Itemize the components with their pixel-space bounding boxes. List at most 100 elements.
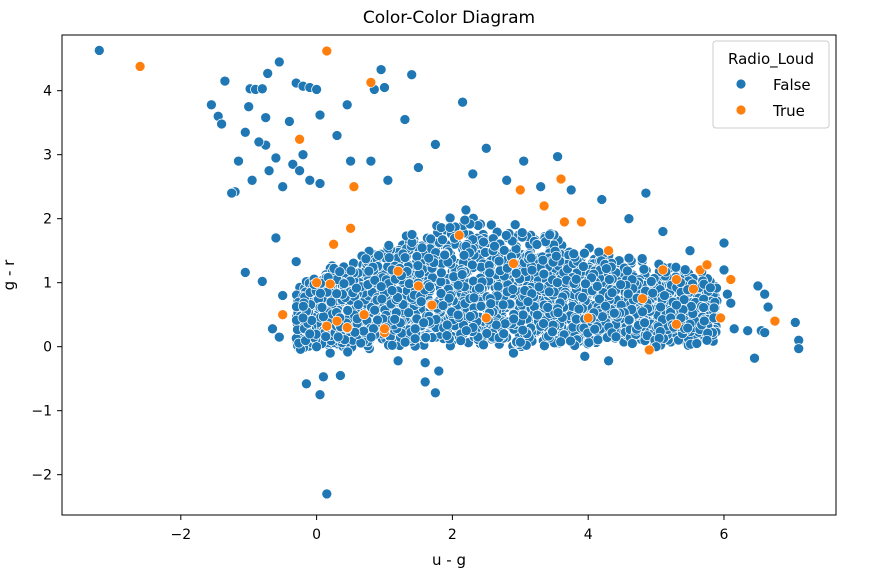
scatter-point-false	[622, 288, 634, 300]
scatter-point-false	[399, 336, 411, 348]
scatter-point-false	[389, 313, 401, 325]
scatter-point-false	[441, 319, 453, 331]
scatter-point-false	[342, 346, 354, 358]
scatter-point-false	[345, 155, 356, 167]
scatter-point-false	[468, 292, 480, 304]
scatter-point-false	[623, 314, 635, 326]
scatter-point-false	[437, 234, 448, 246]
plot-frame	[61, 34, 837, 516]
scatter-point-true	[328, 238, 339, 250]
scatter-point-false	[759, 327, 771, 338]
scatter-point-false	[637, 306, 648, 318]
scatter-point-false	[615, 279, 627, 290]
scatter-point-false	[403, 307, 414, 319]
scatter-point-false	[489, 240, 500, 252]
scatter-point-false	[331, 288, 343, 300]
scatter-point-false	[412, 260, 424, 271]
scatter-point-false	[425, 233, 437, 245]
scatter-point-false	[481, 328, 493, 339]
scatter-point-false	[498, 245, 510, 256]
scatter-point-false	[379, 82, 390, 93]
scatter-point-false	[517, 309, 529, 321]
scatter-point-false	[219, 75, 231, 87]
scatter-point-true	[643, 344, 655, 356]
scatter-point-false	[399, 114, 411, 125]
scatter-point-false	[728, 323, 740, 335]
scatter-point-false	[452, 309, 464, 321]
scatter-point-false	[565, 184, 577, 196]
scatter-point-false	[430, 387, 441, 399]
scatter-point-false	[522, 296, 534, 307]
scatter-point-false	[334, 266, 346, 278]
scatter-point-false	[456, 269, 468, 280]
scatter-point-false	[535, 181, 547, 193]
scatter-points	[93, 45, 805, 500]
scatter-point-true	[321, 45, 333, 57]
scatter-point-false	[392, 292, 403, 303]
scatter-point-false	[725, 297, 737, 309]
scatter-point-false	[435, 288, 447, 299]
scatter-point-false	[314, 178, 326, 189]
scatter-point-true	[769, 315, 781, 327]
scatter-point-false	[311, 84, 322, 95]
scatter-point-false	[406, 69, 418, 81]
scatter-point-false	[315, 287, 326, 299]
scatter-point-false	[701, 334, 713, 346]
legend: Radio_Loud False True	[712, 40, 830, 129]
scatter-point-false	[233, 155, 244, 167]
chart-title: Color-Color Diagram	[363, 8, 535, 28]
scatter-point-false	[263, 165, 275, 177]
scatter-point-false	[318, 311, 329, 323]
scatter-point-false	[789, 317, 801, 328]
scatter-point-false	[430, 139, 441, 150]
x-tick-label: 6	[720, 527, 729, 543]
scatter-point-true	[725, 274, 737, 285]
scatter-point-false	[698, 302, 709, 313]
scatter-point-false	[444, 212, 456, 224]
scatter-point-false	[419, 357, 431, 369]
scatter-point-false	[216, 118, 227, 130]
scatter-point-false	[297, 300, 309, 312]
scatter-point-false	[270, 232, 282, 244]
scatter-point-false	[226, 187, 238, 199]
scatter-point-false	[419, 376, 431, 388]
scatter-point-true	[311, 277, 322, 289]
y-tick-label: −2	[31, 468, 52, 484]
scatter-point-false	[583, 337, 595, 348]
scatter-point-false	[386, 285, 398, 296]
scatter-point-false	[606, 287, 618, 299]
scatter-point-true	[671, 274, 682, 285]
scatter-point-false	[416, 242, 428, 254]
y-axis-label: g - r	[0, 259, 18, 290]
scatter-point-false	[793, 343, 805, 354]
scatter-point-false	[509, 219, 521, 231]
scatter-point-false	[363, 265, 375, 277]
scatter-point-true	[413, 280, 424, 292]
scatter-point-false	[304, 328, 316, 340]
scatter-point-false	[267, 323, 278, 335]
scatter-point-false	[423, 252, 435, 264]
scatter-point-false	[297, 312, 309, 324]
scatter-point-false	[365, 155, 377, 167]
scatter-point-false	[341, 99, 353, 111]
scatter-point-false	[639, 317, 650, 329]
scatter-point-false	[647, 287, 659, 299]
scatter-point-false	[531, 239, 543, 250]
y-axis: −2 −1 0 1 2 3 4	[31, 84, 62, 484]
scatter-point-false	[718, 264, 730, 276]
scatter-point-false	[490, 319, 502, 331]
scatter-point-true	[358, 309, 370, 321]
scatter-point-false	[510, 267, 522, 279]
scatter-point-false	[533, 281, 545, 293]
scatter-point-false	[478, 236, 489, 248]
scatter-point-false	[338, 278, 350, 289]
scatter-point-false	[679, 264, 691, 276]
scatter-point-false	[297, 149, 309, 161]
scatter-point-false	[516, 227, 528, 238]
scatter-point-false	[698, 315, 710, 327]
scatter-point-false	[321, 488, 333, 500]
scatter-point-false	[375, 64, 387, 75]
scatter-point-false	[657, 226, 669, 237]
scatter-point-true	[559, 216, 570, 228]
scatter-point-false	[610, 331, 622, 343]
